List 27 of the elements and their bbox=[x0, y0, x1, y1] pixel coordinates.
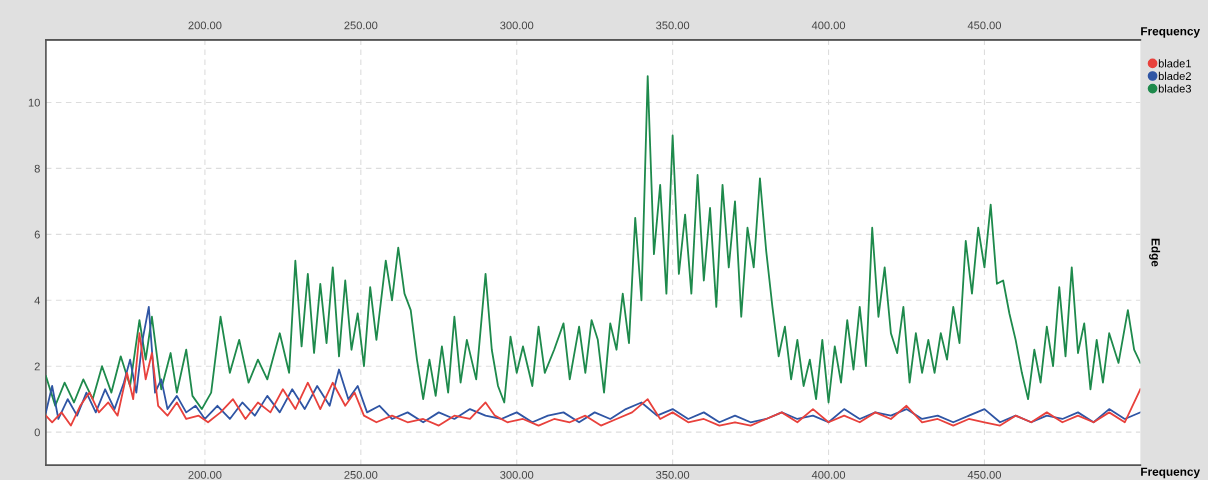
legend-label: blade2 bbox=[1158, 71, 1191, 81]
y-tick-label: 0 bbox=[34, 428, 40, 437]
line-series bbox=[45, 332, 1141, 427]
x2-tick-label: 200.00 bbox=[188, 21, 222, 30]
x-axis-title: Frequency bbox=[1141, 467, 1200, 479]
line-series bbox=[45, 75, 1141, 410]
x2-tick-label: 350.00 bbox=[656, 21, 690, 30]
x2-tick-label: 400.00 bbox=[811, 21, 846, 30]
x2-tick-label: 250.00 bbox=[344, 21, 378, 30]
y-tick-label: 2 bbox=[34, 362, 40, 371]
x-tick-label: 450.00 bbox=[967, 470, 1002, 479]
x-tick-label: 350.00 bbox=[656, 470, 690, 479]
x-tick-label: 250.00 bbox=[344, 470, 378, 479]
x-tick-label: 400.00 bbox=[811, 470, 846, 479]
x-tick-label: 200.00 bbox=[188, 470, 222, 479]
y-tick-label: 10 bbox=[28, 98, 40, 107]
x2-axis-title: Frequency bbox=[1141, 27, 1200, 38]
x2-tick-label: 450.00 bbox=[967, 21, 1002, 30]
y-tick-label: 8 bbox=[34, 164, 40, 173]
y-axis-title: Edge bbox=[1149, 238, 1161, 267]
x2-tick-label: 300.00 bbox=[500, 21, 534, 30]
legend-label: blade3 bbox=[1158, 84, 1192, 93]
x-tick-label: 300.00 bbox=[500, 470, 534, 479]
line-series bbox=[45, 305, 1141, 424]
legend-label: blade1 bbox=[1158, 59, 1191, 68]
y-tick-label: 6 bbox=[34, 230, 40, 239]
y-tick-label: 4 bbox=[34, 296, 41, 305]
